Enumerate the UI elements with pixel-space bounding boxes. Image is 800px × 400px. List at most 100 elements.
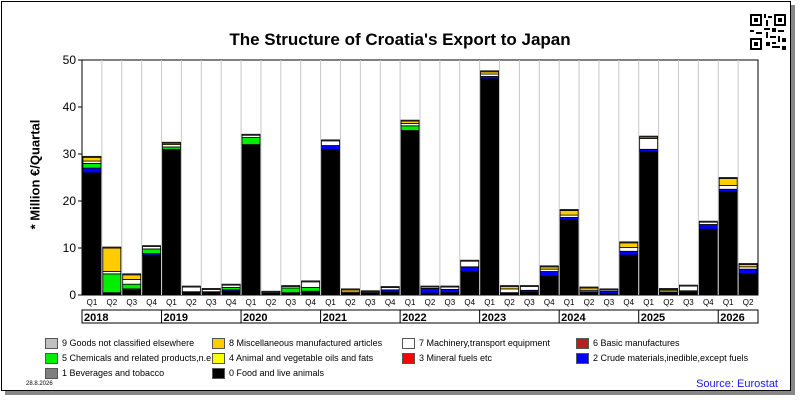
x-tick-label: Q4 (703, 298, 714, 307)
x-tick-label: Q2 (106, 298, 117, 307)
bar-segment (380, 291, 400, 296)
bar-segment (539, 275, 559, 296)
bar-segment (679, 291, 698, 296)
legend-label: 4 Animal and vegetable oils and fats (229, 353, 374, 363)
bar-segment (718, 191, 738, 296)
year-label: 2022 (402, 312, 426, 324)
legend-label: 2 Crude materials,inedible,except fuels (593, 353, 749, 363)
legend-item: 2 Crude materials,inedible,except fuels (576, 353, 749, 365)
legend-item: 1 Beverages and tobacco (45, 368, 165, 380)
bar-segment (420, 285, 440, 288)
x-tick-label: Q3 (285, 298, 296, 307)
bar-segment (400, 119, 420, 122)
bar-segment (82, 167, 102, 174)
y-tick-label: 10 (63, 241, 77, 255)
x-tick-labels: Q1 Q2 Q3 Q4 Q1 Q2 Q3 Q4 Q1 Q2 Q3 Q4 Q1 Q2 Q3 Q4 Q1 Q2 Q3 Q4… (81, 298, 759, 324)
y-tick-label: 50 (63, 53, 77, 67)
qr-code-icon (748, 12, 788, 52)
bar-segment (559, 209, 579, 211)
legend-swatch (576, 338, 589, 350)
x-tick-label: Q4 (464, 298, 475, 307)
bar-segment (539, 271, 559, 277)
bar-segment (400, 125, 420, 131)
bar-segment (142, 254, 161, 296)
bar-segment (420, 288, 440, 294)
x-tick-label: Q2 (266, 298, 277, 307)
legend-label: 0 Food and live animals (229, 368, 325, 378)
bar-segment (321, 145, 340, 150)
bar-segment (718, 177, 738, 179)
bar-segment (82, 156, 102, 162)
legend-swatch (402, 353, 415, 365)
bar-segment (102, 247, 122, 272)
bar-segment (440, 285, 460, 288)
legend-item: 3 Mineral fuels etc (402, 353, 492, 365)
chart-title: The Structure of Croatia's Export to Jap… (229, 30, 571, 49)
legend-swatch (212, 368, 225, 380)
year-label: 2021 (323, 312, 347, 324)
year-label: 2023 (482, 312, 506, 324)
bar-segment (738, 263, 758, 265)
x-tick-label: Q3 (365, 298, 376, 307)
bar-segment (440, 288, 460, 294)
bar-segment (82, 172, 102, 296)
bar-segment (519, 291, 539, 296)
bar-segment (599, 288, 619, 291)
bar-segment (619, 247, 639, 252)
bar-segment (519, 285, 539, 287)
x-tick-label: Q4 (226, 298, 237, 307)
x-tick-label: Q1 (723, 298, 734, 307)
legend-item: 6 Basic manufactures (576, 338, 680, 350)
bar-segment (639, 151, 659, 296)
bar-segment (639, 138, 659, 150)
legend-item: 5 Chemicals and related products,n.e.s. (45, 353, 221, 365)
bar-segment (201, 288, 221, 290)
x-tick-label: Q2 (743, 298, 754, 307)
bar-segment (659, 288, 678, 290)
footer-date: 28.8.2026 (26, 381, 53, 387)
bar-segment (619, 241, 639, 244)
x-tick-label: Q4 (305, 298, 316, 307)
x-tick-label: Q2 (345, 298, 356, 307)
x-tick-label: Q4 (544, 298, 555, 307)
x-tick-label: Q4 (146, 298, 157, 307)
bar-segment (241, 137, 261, 146)
legend-label: 7 Machinery,transport equipment (419, 338, 550, 348)
bar-segment (539, 265, 559, 268)
x-tick-label: Q1 (405, 298, 416, 307)
bar-segment (301, 287, 321, 292)
bar-segment (718, 178, 738, 186)
bar-segment (122, 289, 142, 296)
bar-segment (162, 148, 181, 296)
bar-segment (241, 133, 261, 136)
legend-label: 8 Miscellaneous manufactured articles (229, 338, 383, 348)
x-tick-label: Q4 (623, 298, 634, 307)
bar-segment (241, 144, 261, 296)
year-label: 2025 (641, 312, 665, 324)
x-tick-label: Q2 (584, 298, 595, 307)
x-tick-label: Q1 (484, 298, 495, 307)
x-tick-label: Q3 (206, 298, 217, 307)
bar-segment (500, 285, 519, 287)
bar-segment (460, 266, 480, 272)
x-tick-label: Q1 (166, 298, 177, 307)
bar-segment (738, 273, 758, 296)
x-tick-label: Q1 (246, 298, 257, 307)
bar-segment (321, 139, 340, 142)
bar-segment (102, 246, 122, 249)
bar-segment (639, 135, 659, 138)
x-tick-label: Q2 (425, 298, 436, 307)
bar-segment (301, 291, 321, 296)
bar-segment (162, 141, 181, 144)
legend-swatch (212, 338, 225, 350)
legend-item: 8 Miscellaneous manufactured articles (212, 338, 383, 350)
bar-segment (698, 228, 718, 296)
bar-segment (480, 78, 499, 296)
bar-segment (341, 288, 360, 291)
legend-label: 1 Beverages and tobacco (62, 368, 165, 378)
bar-segment (221, 290, 241, 296)
bar-segment (181, 286, 201, 293)
legend-swatch (45, 368, 58, 380)
y-tick-label: 30 (63, 147, 77, 161)
bar-segment (619, 254, 639, 296)
